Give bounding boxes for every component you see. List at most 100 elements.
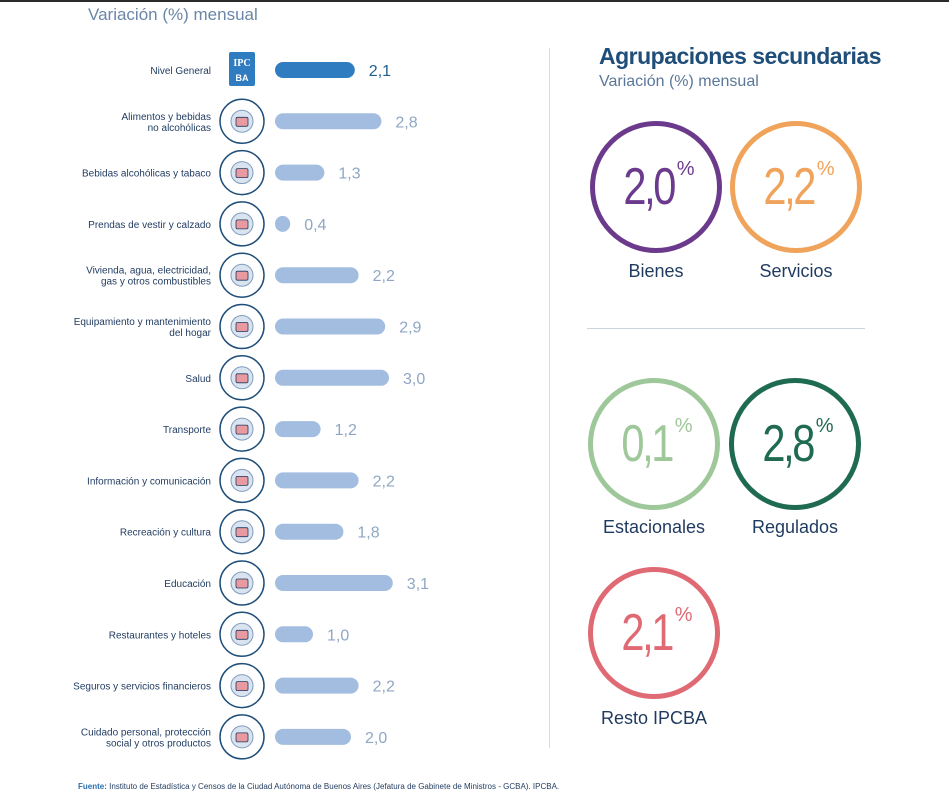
vertical-divider: [549, 48, 550, 748]
top-border-line: [0, 0, 949, 2]
footer-label: Fuente:: [78, 782, 107, 791]
category-label: Educación: [164, 579, 211, 590]
category-label: Cuidado personal, protección social y otr…: [81, 727, 211, 749]
estacionales-circle: 0,1%: [588, 378, 720, 510]
plane-car-icon-detail: [235, 424, 249, 435]
resto-ipcba-unit: %: [674, 603, 693, 626]
bienes-label: Bienes: [628, 261, 684, 281]
category-label-line: no alcohólicas: [148, 123, 211, 134]
category-label-line: Alimentos y bebidas: [122, 112, 212, 123]
value-label: 2,8: [395, 114, 417, 131]
value-label: 0,4: [304, 217, 326, 234]
category-label-line: gas y otros combustibles: [101, 277, 211, 288]
regulados-label: Regulados: [751, 517, 839, 537]
category-label: Alimentos y bebidas no alcohólicas: [122, 112, 212, 134]
wine-bottle-icon-detail: [235, 168, 249, 179]
category-label-line: Bebidas alcohólicas y tabaco: [82, 169, 211, 180]
bienes-circle: 2,0%: [590, 121, 722, 253]
bienes-unit: %: [676, 157, 695, 180]
category-label: Recreación y cultura: [120, 528, 212, 539]
bar: [275, 369, 389, 386]
secondary-title: Agrupaciones secundarias: [599, 43, 882, 69]
horizontal-bar-chart: Nivel General IPC BA 2,1 Alimentos y bebidas…: [73, 52, 429, 760]
servicios-circle: 2,2%: [730, 121, 862, 253]
value-label: 2,2: [373, 473, 395, 490]
value-label: 1,0: [327, 627, 349, 644]
washing-machine-icon-detail: [235, 322, 249, 332]
category-label-line: Restaurantes y hoteles: [109, 630, 211, 641]
value-label: 1,8: [357, 525, 379, 542]
bar: [275, 523, 344, 540]
bar: [275, 421, 321, 438]
value-label: 2,2: [373, 268, 395, 285]
category-label-line: Nivel General: [150, 66, 211, 77]
chart-subtitle: Variación (%) mensual: [88, 5, 258, 24]
servicios-label: Servicios: [759, 261, 833, 281]
house-icon-detail: [235, 270, 249, 281]
value-label: 2,0: [365, 730, 387, 747]
category-label-line: social y otros productos: [106, 738, 211, 749]
value-label: 1,2: [335, 422, 357, 439]
servicios-value: 2,2: [763, 158, 817, 216]
grocery-icon-detail: [235, 116, 249, 127]
secondary-subtitle: Variación (%) mensual: [599, 73, 759, 90]
regulados-unit: %: [815, 414, 834, 437]
category-label: Información y comunicación: [87, 476, 211, 487]
category-label: Prendas de vestir y calzado: [88, 220, 211, 231]
resto-ipcba-value: 2,1: [621, 604, 675, 662]
value-label: 3,1: [407, 576, 429, 593]
category-label-line: Información y comunicación: [87, 476, 211, 487]
ipc-logo-text: IPC: [233, 58, 250, 69]
regulados-value: 2,8: [762, 415, 816, 473]
category-label: Bebidas alcohólicas y tabaco: [82, 169, 211, 180]
resto-ipcba-circle: 2,1%: [588, 567, 720, 699]
bar: [275, 62, 355, 78]
estacionales-label: Estacionales: [602, 517, 706, 537]
bar: [275, 267, 359, 284]
category-label-line: del hogar: [169, 328, 211, 339]
category-label-line: Transporte: [163, 425, 211, 436]
category-label: Vivienda, agua, electricidad, gas y otros…: [86, 266, 211, 288]
bar: [275, 472, 359, 489]
bar: [275, 626, 313, 643]
ipc-ba-logo-icon: [229, 52, 255, 86]
bienes-value: 2,0: [623, 158, 677, 216]
category-label-line: Equipamiento y mantenimiento: [74, 317, 212, 328]
bar: [275, 728, 351, 745]
regulados-circle: 2,8%: [729, 378, 861, 510]
bar: [275, 575, 393, 591]
value-label: 1,3: [338, 166, 360, 183]
horizontal-divider: [587, 328, 865, 329]
value-label: 2,2: [373, 679, 395, 696]
resto-ipcba-label: Resto IPCBA: [600, 708, 708, 728]
category-label-line: Vivienda, agua, electricidad,: [86, 266, 211, 277]
bar: [275, 215, 291, 232]
estacionales-unit: %: [674, 414, 693, 437]
doctor-icon-detail: [235, 373, 249, 384]
footer-text: Instituto de Estadística y Censos de la …: [106, 782, 560, 791]
bar: [275, 677, 359, 694]
bar: [275, 318, 386, 335]
category-label-line: Prendas de vestir y calzado: [88, 220, 211, 231]
category-label: Seguros y servicios financieros: [73, 682, 211, 693]
value-label: 2,9: [399, 320, 421, 337]
bar: [275, 113, 382, 130]
ba-logo-text: BA: [236, 73, 249, 83]
clothing-icon-detail: [235, 219, 249, 230]
category-label: Restaurantes y hoteles: [109, 630, 211, 641]
estacionales-value: 0,1: [621, 415, 675, 473]
school-building-icon-detail: [235, 578, 249, 589]
category-label-line: Recreación y cultura: [120, 528, 212, 539]
value-label: 3,0: [403, 371, 425, 388]
category-label-line: Cuidado personal, protección: [81, 727, 211, 738]
computer-icon-detail: [235, 475, 249, 486]
category-label: Equipamiento y mantenimiento del hogar: [74, 317, 212, 339]
personal-care-icon-detail: [235, 732, 249, 743]
category-label: Transporte: [163, 425, 211, 436]
category-label-line: Educación: [164, 579, 211, 590]
bar: [275, 164, 325, 181]
category-label-line: Seguros y servicios financieros: [73, 682, 211, 693]
category-label: Salud: [185, 374, 211, 385]
source-footer: Fuente: Instituto de Estadística y Censo…: [78, 782, 559, 791]
bank-icon-detail: [235, 681, 249, 691]
